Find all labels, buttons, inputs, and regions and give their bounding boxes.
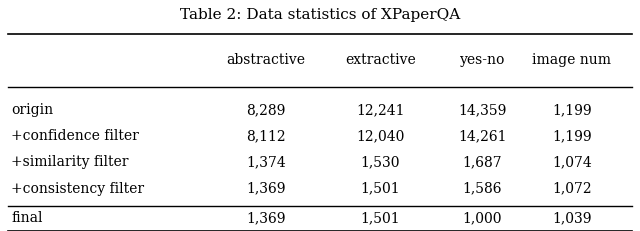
Text: origin: origin: [11, 103, 53, 117]
Text: 1,530: 1,530: [361, 155, 400, 170]
Text: 14,261: 14,261: [458, 129, 507, 143]
Text: 1,199: 1,199: [552, 129, 591, 143]
Text: extractive: extractive: [345, 53, 416, 67]
Text: 1,586: 1,586: [463, 182, 502, 196]
Text: 1,072: 1,072: [552, 182, 591, 196]
Text: 1,199: 1,199: [552, 103, 591, 117]
Text: 1,687: 1,687: [463, 155, 502, 170]
Text: 1,501: 1,501: [361, 182, 401, 196]
Text: 12,040: 12,040: [356, 129, 404, 143]
Text: image num: image num: [532, 53, 611, 67]
Text: abstractive: abstractive: [227, 53, 305, 67]
Text: 14,359: 14,359: [458, 103, 507, 117]
Text: 12,241: 12,241: [356, 103, 404, 117]
Text: 1,374: 1,374: [246, 155, 285, 170]
Text: 1,501: 1,501: [361, 211, 401, 225]
Text: 1,369: 1,369: [246, 211, 285, 225]
Text: +similarity filter: +similarity filter: [11, 155, 129, 170]
Text: +confidence filter: +confidence filter: [11, 129, 139, 143]
Text: final: final: [11, 211, 42, 225]
Text: yes-no: yes-no: [460, 53, 505, 67]
Text: 1,039: 1,039: [552, 211, 591, 225]
Text: Table 2: Data statistics of XPaperQA: Table 2: Data statistics of XPaperQA: [180, 8, 460, 22]
Text: +consistency filter: +consistency filter: [11, 182, 144, 196]
Text: 1,369: 1,369: [246, 182, 285, 196]
Text: 1,000: 1,000: [463, 211, 502, 225]
Text: 1,074: 1,074: [552, 155, 591, 170]
Text: 8,112: 8,112: [246, 129, 285, 143]
Text: 8,289: 8,289: [246, 103, 285, 117]
